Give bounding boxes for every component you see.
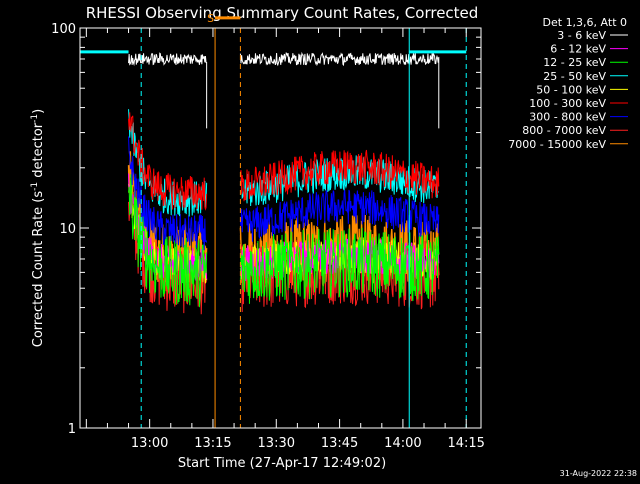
series-line-1 — [128, 51, 440, 129]
y-axis-label-end: ) — [31, 109, 46, 114]
legend-entry-label: 3 - 6 keV — [557, 29, 606, 42]
x-tick-label: 14:00 — [384, 436, 421, 451]
x-axis-label: Start Time (27-Apr-17 12:49:02) — [178, 456, 386, 471]
plot-area — [80, 28, 467, 428]
y-axis-label: Corrected Count Rate (s-1 detector-1) — [30, 109, 46, 347]
series-line-6 — [128, 112, 440, 211]
y-axis-label-main: Corrected Count Rate (s — [31, 191, 46, 348]
x-tick-label: 13:00 — [131, 436, 168, 451]
y-tick-label: 10 — [59, 222, 76, 237]
legend-entry-label: 300 - 800 keV — [529, 111, 606, 124]
y-axis-label-sup1: -1 — [30, 182, 40, 191]
y-tick-label: 100 — [51, 22, 76, 37]
chart-title: RHESSI Observing Summary Count Rates, Co… — [86, 4, 479, 22]
x-tick-label: 13:15 — [194, 436, 231, 451]
y-axis-label-mid: detector — [31, 122, 46, 182]
legend-entry-label: 25 - 50 keV — [543, 70, 606, 83]
legend-header: Det 1,3,6, Att 0 — [543, 16, 627, 29]
y-tick-label: 1 — [68, 422, 76, 437]
x-tick-label: 13:30 — [258, 436, 295, 451]
y-axis-label-sup2: -1 — [30, 114, 40, 123]
plot-timestamp: 31-Aug-2022 22:38 — [560, 469, 637, 478]
legend-entry-label: 800 - 7000 keV — [522, 124, 606, 137]
legend-entry-label: 7000 - 15000 keV — [508, 138, 606, 151]
legend-entry-label: 12 - 25 keV — [543, 56, 606, 69]
saa-label: S — [207, 12, 214, 25]
x-tick-label: 14:15 — [447, 436, 484, 451]
x-tick-label: 13:45 — [321, 436, 358, 451]
legend-entry-label: 50 - 100 keV — [536, 83, 606, 96]
legend-entry-label: 100 - 300 keV — [529, 97, 606, 110]
axes: 1 10 100 13:00 13:15 13:30 13:45 14:00 14:15 — [51, 22, 485, 451]
legend-entry-label: 6 - 12 keV — [550, 43, 606, 56]
